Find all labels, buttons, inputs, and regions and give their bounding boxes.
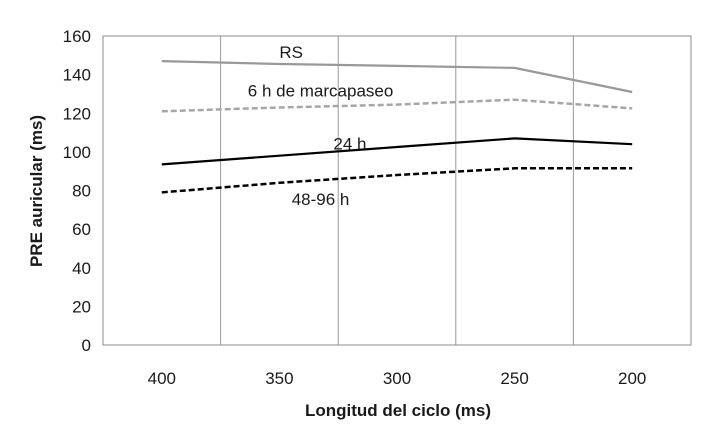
plot-area [102,35,692,346]
y-tick-label: 40 [72,259,91,278]
series-group [161,60,633,194]
series-line-2 [161,98,633,113]
series-label-3: 24 h [333,135,366,154]
x-tick-label: 400 [148,369,176,388]
y-tick-label: 120 [63,104,91,123]
x-tick-label: 200 [618,369,646,388]
y-tick-label: 160 [63,27,91,46]
y-tick-label: 100 [63,143,91,162]
y-axis: 0 20 40 60 80 100 120 140 160 [63,27,91,355]
y-tick-label: 20 [72,297,91,316]
x-tick-label: 300 [383,369,411,388]
y-tick-label: 140 [63,66,91,85]
x-tick-label: 250 [500,369,528,388]
y-tick-label: 60 [72,220,91,239]
series-labels: RS 6 h de marcapaseo 24 h 48-96 h [248,43,394,209]
series-line-4 [161,167,633,194]
x-axis: 400 350 300 250 200 [148,369,647,388]
y-tick-label: 0 [82,336,91,355]
series-label-1: RS [279,43,303,62]
series-line-1 [161,60,633,94]
grid-lines [220,36,574,345]
series-label-2: 6 h de marcapaseo [248,81,394,100]
series-label-4: 48-96 h [292,190,350,209]
x-axis-title: Longitud del ciclo (ms) [305,401,491,420]
series-line-3 [161,137,633,166]
x-tick-label: 350 [265,369,293,388]
y-tick-label: 80 [72,182,91,201]
y-axis-title: PRE auricular (ms) [27,115,46,267]
